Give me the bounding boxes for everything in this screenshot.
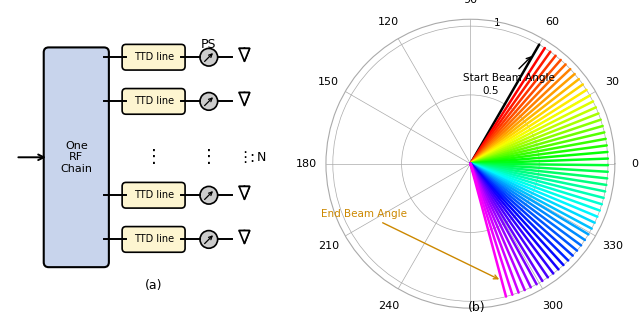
Polygon shape xyxy=(239,187,250,199)
FancyBboxPatch shape xyxy=(122,44,185,70)
Text: :: : xyxy=(249,150,254,165)
Circle shape xyxy=(200,92,218,110)
Text: Start Beam Angle: Start Beam Angle xyxy=(463,57,555,83)
Circle shape xyxy=(200,230,218,248)
Text: ⋮: ⋮ xyxy=(145,148,163,166)
FancyBboxPatch shape xyxy=(122,182,185,208)
Text: TTD line: TTD line xyxy=(134,190,173,200)
FancyBboxPatch shape xyxy=(122,227,185,252)
Text: One
RF
Chain: One RF Chain xyxy=(60,141,92,174)
Polygon shape xyxy=(239,230,250,244)
Text: TTD line: TTD line xyxy=(134,96,173,106)
Text: ⋮: ⋮ xyxy=(200,148,218,166)
Text: ⋮: ⋮ xyxy=(237,150,252,165)
Polygon shape xyxy=(239,92,250,106)
Polygon shape xyxy=(239,48,250,61)
Text: End Beam Angle: End Beam Angle xyxy=(321,209,498,279)
Circle shape xyxy=(200,48,218,66)
Text: N: N xyxy=(257,151,266,164)
Text: (b): (b) xyxy=(468,301,486,314)
FancyBboxPatch shape xyxy=(44,48,109,267)
Text: TTD line: TTD line xyxy=(134,52,173,62)
Text: TTD line: TTD line xyxy=(134,234,173,244)
FancyBboxPatch shape xyxy=(122,89,185,114)
Text: PS: PS xyxy=(201,38,216,51)
Circle shape xyxy=(200,187,218,204)
Text: (a): (a) xyxy=(145,279,163,292)
